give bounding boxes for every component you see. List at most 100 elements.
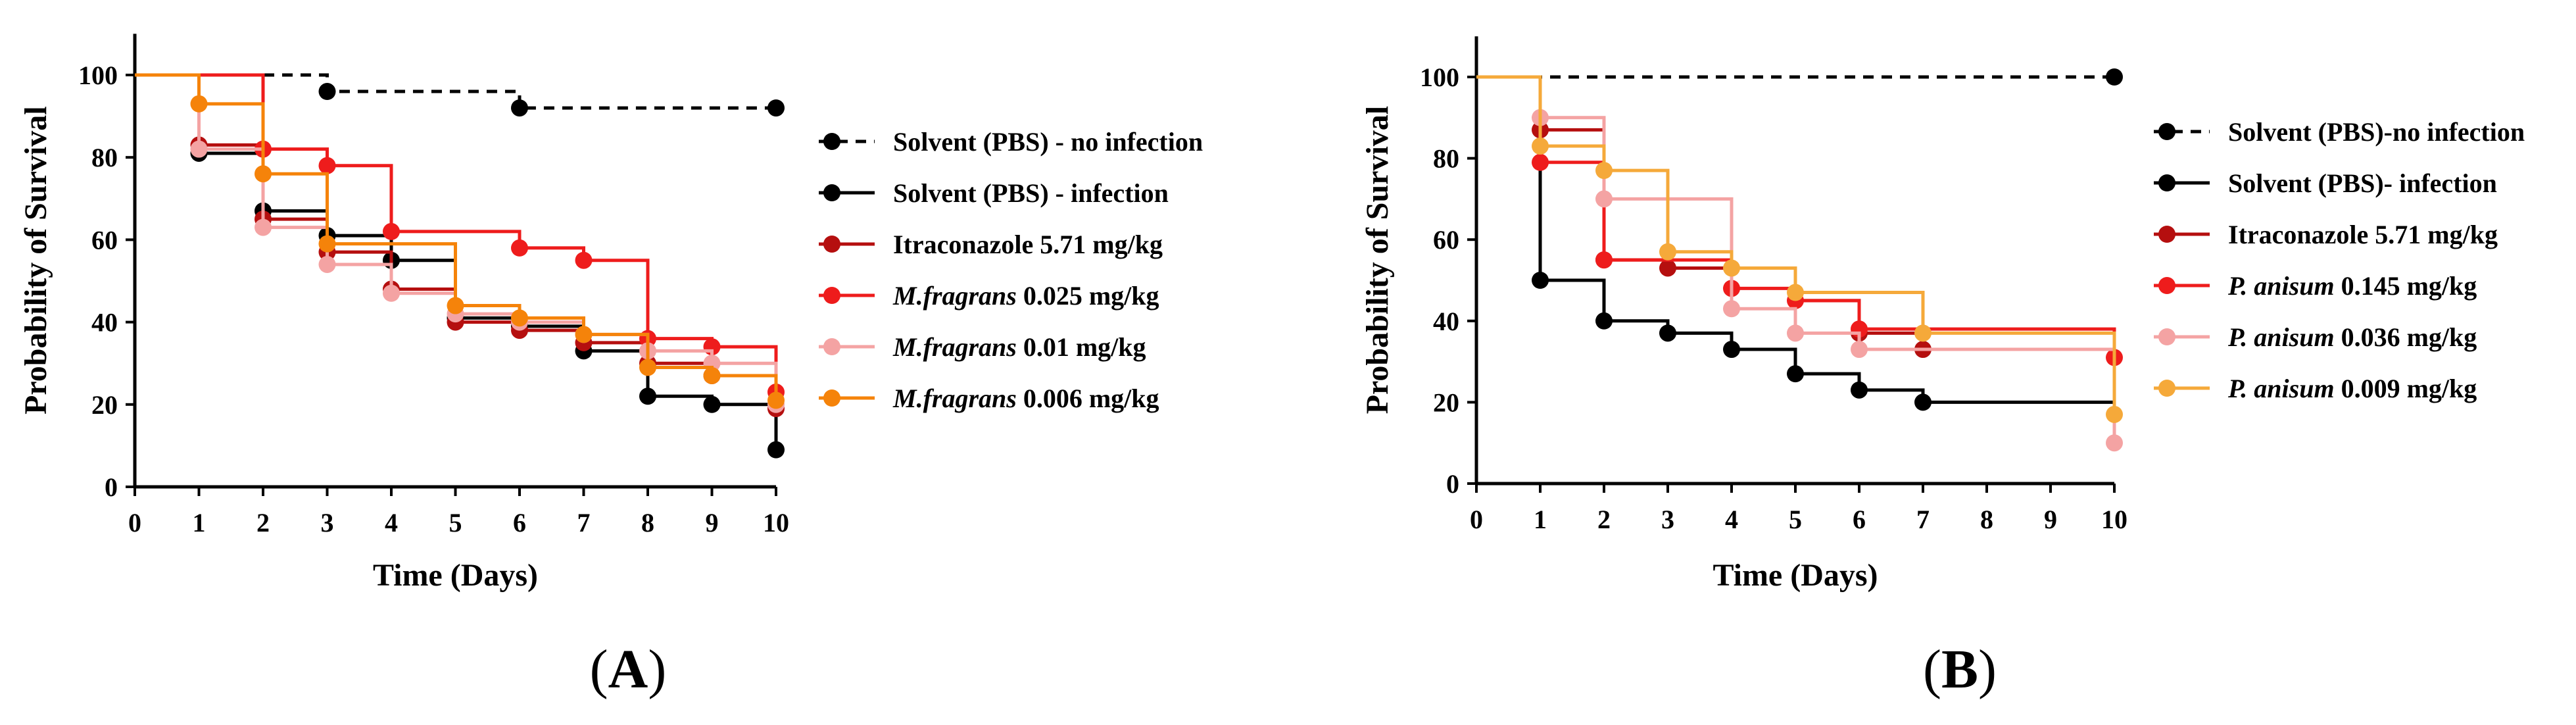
legend-label: M.fragrans 0.01 mg/kg — [892, 332, 1146, 362]
series-3 — [1476, 75, 2123, 366]
legend-label-rest: Solvent (PBS)-no infection — [2228, 117, 2525, 147]
legend-label: P. anisum 0.036 mg/kg — [2227, 322, 2477, 352]
x-tick-label: 3 — [1661, 505, 1674, 534]
x-tick-label: 6 — [1853, 505, 1866, 534]
x-tick-label: 10 — [763, 508, 789, 538]
series-3 — [135, 73, 785, 401]
censor-point — [1723, 259, 1740, 277]
legend-marker — [823, 287, 840, 304]
legend-label-italic: P. anisum — [2227, 374, 2335, 403]
series-1 — [135, 73, 785, 459]
y-tick-label: 60 — [91, 225, 118, 255]
y-tick-label: 40 — [91, 308, 118, 338]
x-tick-label: 1 — [1534, 505, 1547, 534]
censor-point — [767, 441, 785, 459]
x-tick-label: 10 — [2101, 505, 2127, 534]
censor-point — [318, 83, 336, 101]
panel-label-letter: B — [1941, 639, 1978, 700]
y-tick-label: 80 — [1433, 144, 1459, 174]
panel-label-close-paren: ) — [1978, 639, 1997, 700]
legend-marker — [2158, 226, 2175, 243]
y-tick-label: 40 — [1433, 307, 1459, 336]
censor-point — [1914, 393, 1932, 411]
legend-label: P. anisum 0.009 mg/kg — [2227, 374, 2477, 403]
legend-marker — [823, 236, 840, 253]
censor-point — [1659, 259, 1676, 277]
x-tick-label: 5 — [449, 508, 462, 538]
y-tick-label: 100 — [78, 61, 118, 90]
legend-label-rest: Solvent (PBS)- infection — [2228, 168, 2497, 198]
legend-label-rest: 0.006 mg/kg — [1017, 384, 1159, 413]
series-5 — [135, 73, 785, 409]
y-tick-label: 20 — [91, 390, 118, 420]
x-tick-label: 2 — [1597, 505, 1611, 534]
panel-label-open-paren: ( — [590, 639, 608, 700]
censor-point — [511, 309, 528, 327]
x-tick-label: 7 — [577, 508, 591, 538]
x-tick-label: 8 — [1980, 505, 1993, 534]
censor-point — [318, 235, 336, 253]
censor-point — [1914, 324, 1932, 342]
censor-point — [1787, 284, 1804, 301]
legend-label: Solvent (PBS)-no infection — [2228, 117, 2525, 147]
censor-point — [318, 157, 336, 174]
x-tick-label: 9 — [2044, 505, 2057, 534]
x-tick-label: 4 — [385, 508, 398, 538]
x-tick-label: 4 — [1725, 505, 1738, 534]
legend-label-rest: Itraconazole 5.71 mg/kg — [893, 230, 1163, 259]
legend-label: M.fragrans 0.025 mg/kg — [892, 281, 1159, 311]
y-tick-label: 0 — [1446, 469, 1459, 499]
x-tick-label: 5 — [1789, 505, 1802, 534]
panel-label: (A) — [590, 639, 667, 700]
x-tick-label: 0 — [1470, 505, 1483, 534]
legend-label-rest: 0.01 mg/kg — [1017, 332, 1146, 362]
y-axis-title: Probability of Survival — [1360, 106, 1395, 414]
legend-marker — [823, 338, 840, 355]
legend-label: M.fragrans 0.006 mg/kg — [892, 384, 1159, 413]
survival-step-line — [135, 73, 776, 110]
legend-label-italic: M.fragrans — [892, 332, 1017, 362]
censor-point — [1595, 190, 1613, 208]
legend-marker — [2158, 123, 2175, 140]
censor-point — [383, 284, 400, 302]
legend-label-rest: Solvent (PBS) - no infection — [893, 127, 1203, 157]
legend-marker — [823, 184, 840, 201]
censor-point — [1532, 153, 1549, 171]
legend-label-rest: 0.009 mg/kg — [2335, 374, 2477, 403]
legend-label: P. anisum 0.145 mg/kg — [2227, 271, 2477, 301]
censor-point — [318, 255, 336, 273]
survival-step-line — [135, 73, 778, 393]
x-tick-label: 6 — [513, 508, 526, 538]
legend-label: Solvent (PBS)- infection — [2228, 168, 2497, 198]
series-5 — [1476, 75, 2123, 423]
censor-point — [1659, 243, 1676, 261]
y-tick-label: 60 — [1433, 225, 1459, 255]
censor-point — [1851, 381, 1868, 399]
censor-point — [447, 297, 464, 314]
x-tick-label: 0 — [128, 508, 141, 538]
series-0 — [135, 73, 785, 117]
x-tick-label: 3 — [321, 508, 334, 538]
legend-label-rest: 0.036 mg/kg — [2335, 322, 2477, 352]
censor-point — [639, 359, 656, 376]
censor-point — [1787, 365, 1804, 383]
legend-label-italic: P. anisum — [2227, 271, 2335, 301]
censor-point — [2106, 434, 2123, 452]
survival-step-line — [135, 73, 778, 405]
censor-point — [703, 395, 721, 413]
legend-label-rest: Solvent (PBS) - infection — [893, 178, 1169, 208]
legend-label-rest: Itraconazole 5.71 mg/kg — [2228, 220, 2498, 249]
series-0 — [1476, 68, 2123, 86]
x-tick-label: 8 — [641, 508, 654, 538]
series-1 — [1476, 75, 2114, 411]
censor-point — [639, 388, 656, 405]
survival-step-line — [135, 73, 778, 409]
censor-point — [767, 391, 785, 409]
survival-step-line — [1476, 75, 2114, 404]
legend-label-italic: M.fragrans — [892, 384, 1017, 413]
legend-marker — [823, 389, 840, 407]
legend-marker — [2158, 328, 2175, 345]
censor-point — [1787, 324, 1804, 342]
survival-step-line — [1476, 75, 2116, 414]
